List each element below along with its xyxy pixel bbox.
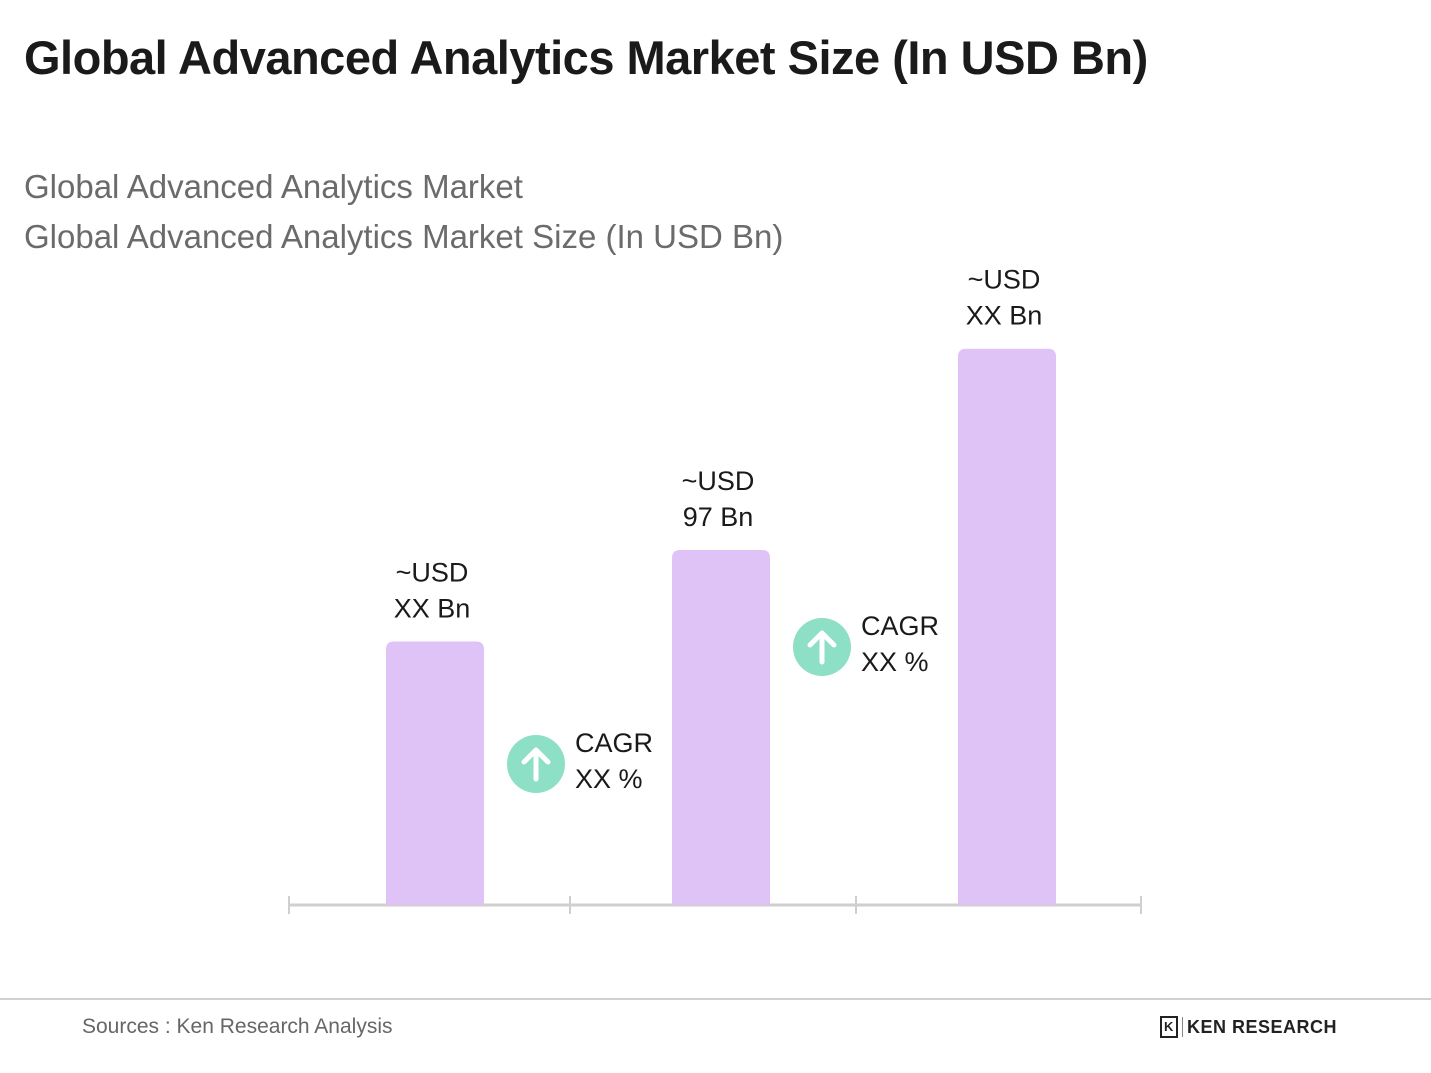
arrow-up-icon [807,630,837,665]
logo-text: KEN RESEARCH [1187,1016,1338,1037]
logo-mark-icon: K [1160,1016,1178,1038]
bar [958,348,1056,906]
bar [672,550,770,905]
cagr-label: CAGR [575,728,653,758]
footer-divider [0,998,1431,1000]
cagr-label: CAGR [861,611,939,641]
chart-subtitle-2: Global Advanced Analytics Market Size (I… [24,218,784,255]
bar-data-label: XX Bn [966,301,1043,331]
bar-chart: ~USD XX Bn ~USD 97 Bn ~USD XX Bn CAGR XX % CAGR X… [288,265,1142,914]
bar-data-label: 97 Bn [683,502,754,532]
cagr-value: XX % [861,647,929,677]
bar [386,641,484,905]
bar-data-label: ~USD [968,265,1041,295]
page-title: Global Advanced Analytics Market Size (I… [24,31,1148,84]
bar-data-label: ~USD [682,466,755,496]
bar-data-label: ~USD [396,557,469,587]
source-note: Sources : Ken Research Analysis [82,1015,393,1038]
ken-research-logo: K KEN RESEARCH [1160,1016,1337,1038]
cagr-value: XX % [575,764,643,794]
arrow-up-icon [521,747,551,782]
bar-data-label: XX Bn [394,593,471,623]
chart-subtitle-1: Global Advanced Analytics Market [24,168,523,205]
